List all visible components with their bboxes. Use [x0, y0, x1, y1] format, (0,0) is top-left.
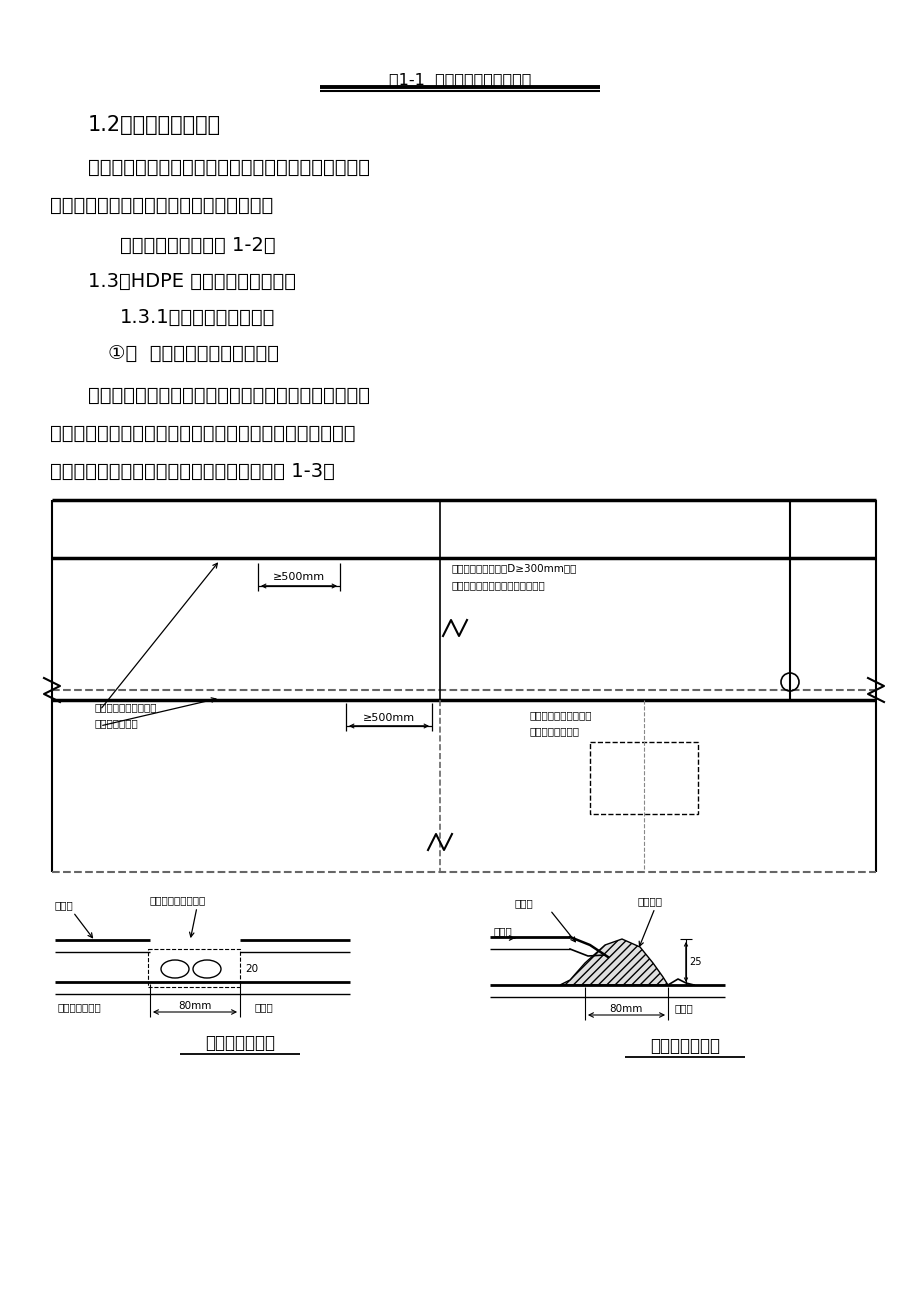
Text: 双缝热合焊机能一次完成一组双焊缝，并形成一个可充: 双缝热合焊机能一次完成一组双焊缝，并形成一个可充: [88, 385, 369, 405]
Text: ①、  双缝热合焊机焊接程序图: ①、 双缝热合焊机焊接程序图: [108, 344, 278, 363]
Text: ≥500mm: ≥500mm: [362, 713, 414, 723]
Text: 1.3、HDPE 土工膜焊接技术方案: 1.3、HDPE 土工膜焊接技术方案: [88, 272, 296, 292]
Text: 用挤压熔焊机焊接: 用挤压熔焊机焊接: [529, 727, 579, 736]
Text: ≥500mm: ≥500mm: [273, 572, 324, 582]
Text: 气检漏的空腔，可以使焊缝的检漏方法由真空法改进成充气: 气检漏的空腔，可以使焊缝的检漏方法由真空法改进成充气: [50, 424, 355, 443]
Text: 热合双焊缝构造: 热合双焊缝构造: [205, 1034, 275, 1052]
Text: 上幅膜: 上幅膜: [55, 900, 74, 910]
Text: 1.2、土工膜焊缝构造: 1.2、土工膜焊缝构造: [88, 115, 221, 135]
Text: 切取检验样件处加补丁: 切取检验样件处加补丁: [529, 710, 592, 720]
Text: 堆焊焊缝: 堆焊焊缝: [637, 896, 663, 906]
Text: （热合双焊缝）: （热合双焊缝）: [95, 717, 139, 728]
Polygon shape: [560, 939, 667, 986]
Text: 避不开十字接缝时加D≥300mm补丁: 避不开十字接缝时加D≥300mm补丁: [451, 562, 577, 573]
Text: 80mm: 80mm: [608, 1004, 642, 1014]
Text: 1.3.1、双缝热合焊机焊接: 1.3.1、双缝热合焊机焊接: [119, 309, 275, 327]
Text: 缝挤压焊接，其操作应符合相关规范要求。: 缝挤压焊接，其操作应符合相关规范要求。: [50, 197, 273, 215]
Text: 堆焊单焊缝构造: 堆焊单焊缝构造: [650, 1036, 720, 1055]
Text: 20: 20: [244, 963, 258, 974]
Text: 80mm: 80mm: [178, 1001, 211, 1010]
Bar: [148, 949, 240, 987]
Text: 土工膜的施工焊接主要有二种方法：双缝热合焊接和单: 土工膜的施工焊接主要有二种方法：双缝热合焊接和单: [88, 158, 369, 177]
Text: 下幅膜: 下幅膜: [675, 1003, 693, 1013]
Text: 上幅膜: 上幅膜: [494, 926, 512, 936]
Text: 用挤压熔焊机焊缝（堆焊单焊缝）: 用挤压熔焊机焊缝（堆焊单焊缝）: [451, 579, 545, 590]
Text: 图1-1  土工膜铺设工艺流程图: 图1-1 土工膜铺设工艺流程图: [389, 72, 530, 87]
Text: 法，极大的提高了工作效率。其焊接程序见图 1-3。: 法，极大的提高了工作效率。其焊接程序见图 1-3。: [50, 462, 335, 480]
Text: 下幅膜: 下幅膜: [255, 1003, 274, 1012]
Text: 一般焊缝用模焊机焊接: 一般焊缝用模焊机焊接: [95, 702, 157, 712]
Text: 熔接区，形成双焊缝: 熔接区，形成双焊缝: [150, 894, 206, 905]
Text: 具体的焊缝构造见图 1-2：: 具体的焊缝构造见图 1-2：: [119, 236, 276, 255]
Text: 25: 25: [688, 957, 701, 967]
Text: 焊缝检漏用空腔: 焊缝检漏用空腔: [58, 1003, 102, 1012]
Text: 熔接区: 熔接区: [515, 898, 533, 907]
Bar: [589, 742, 698, 814]
